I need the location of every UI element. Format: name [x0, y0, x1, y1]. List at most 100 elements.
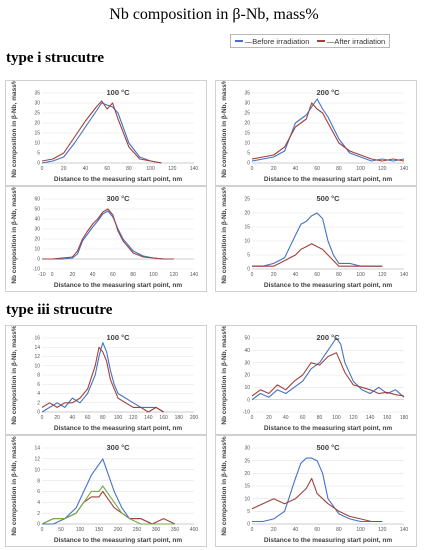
y-axis-title: Nb composition in β-Nb, mass% — [221, 81, 228, 178]
x-tick-label: 80 — [100, 415, 106, 421]
x-tick-label: 60 — [314, 166, 320, 172]
y-tick-label: 20 — [244, 373, 250, 379]
y-tick-label: 10 — [34, 247, 40, 253]
x-tick-label: 100 — [356, 166, 365, 172]
x-tick-label: 0 — [251, 527, 254, 533]
section-title-type-i: type i strucutre — [6, 50, 105, 66]
x-axis-title: Distance to the measuring start point, n… — [264, 425, 392, 432]
y-tick-label: 15 — [244, 225, 250, 231]
y-tick-label: 0 — [37, 522, 40, 528]
y-tick-label: 30 — [244, 360, 250, 366]
series-line-0 — [41, 342, 164, 413]
y-tick-label: -10 — [243, 410, 250, 416]
x-tick-label: 400 — [190, 527, 199, 533]
y-tick-label: 2 — [37, 400, 40, 406]
chart-panel-type-iii-300: 0 2 4 6 8 10 12 14 0 50 100 150 200 250 300 350 400 300 °… — [5, 435, 207, 547]
y-tick-label: 14 — [34, 446, 40, 452]
y-tick-label: 20 — [244, 211, 250, 217]
series-line-1 — [251, 477, 383, 523]
y-tick-label: 20 — [244, 121, 250, 127]
y-axis-title: Nb composition in β-Nb, mass% — [221, 187, 228, 284]
chart-panel-type-iii-100: 0 2 4 6 8 10 12 14 16 0 20 40 60 80 100 120 140 160 180 200… — [5, 325, 207, 435]
x-tick-label: 20 — [70, 272, 76, 278]
x-tick-label: 0 — [51, 272, 54, 278]
chart-svg: 0 2 4 6 8 10 12 14 0 50 100 150 200 250 300 350 400 300 °… — [11, 436, 199, 544]
x-tick-label: 160 — [159, 415, 168, 421]
y-tick-label: 0 — [37, 161, 40, 167]
chart-svg: 0 5 10 15 20 25 30 35 0 20 40 60 80 100 120 140 100 °C Di… — [11, 81, 198, 183]
panel-title: 100 °C — [106, 88, 130, 97]
series-line-1 — [41, 346, 164, 413]
x-tick-label: 180 — [175, 415, 184, 421]
y-tick-label: 16 — [34, 336, 40, 342]
legend-swatch-before — [234, 40, 243, 42]
y-tick-label: 4 — [37, 500, 40, 506]
y-tick-label: 30 — [244, 101, 250, 107]
series-line-1 — [251, 352, 405, 397]
x-tick-label: 140 — [144, 415, 153, 421]
chart-svg: 0 5 10 15 20 25 30 0 20 40 60 80 100 120 140 500 °C Dist… — [221, 436, 409, 544]
x-tick-label: 100 — [149, 272, 158, 278]
y-tick-label: 15 — [244, 131, 250, 137]
x-tick-label: 120 — [129, 415, 138, 421]
x-axis-title: Distance to the measuring start point, n… — [54, 176, 182, 183]
y-tick-label: 0 — [247, 161, 250, 167]
x-tick-label: 20 — [271, 527, 277, 533]
x-tick-label: 100 — [356, 527, 365, 533]
y-tick-label: 0 — [247, 267, 250, 273]
x-tick-label: 200 — [114, 527, 123, 533]
y-tick-label: 25 — [244, 197, 250, 203]
y-axis-title: Nb composition in β-Nb, mass% — [11, 81, 18, 178]
y-tick-label: 12 — [34, 354, 40, 360]
x-tick-label: 120 — [378, 166, 387, 172]
y-tick-label: 8 — [37, 373, 40, 379]
x-tick-label: 140 — [400, 272, 409, 278]
chart-svg: 0 5 10 15 20 25 30 35 0 20 40 60 80 100 120 140 200 °C Di… — [221, 81, 408, 183]
x-tick-label: 100 — [146, 166, 155, 172]
x-tick-label: 0 — [251, 272, 254, 278]
x-tick-label: 60 — [314, 527, 320, 533]
chart-panel-type-iii-200: -10 0 10 20 30 40 50 0 20 40 60 80 100 120 140 160 180 20… — [215, 325, 417, 435]
x-axis-title: Distance to the measuring start point, n… — [54, 537, 182, 544]
x-tick-label: 60 — [85, 415, 91, 421]
x-tick-label: 60 — [300, 415, 306, 421]
x-tick-label: 180 — [400, 415, 409, 421]
panel-title: 500 °C — [316, 194, 340, 203]
y-tick-label: 15 — [244, 484, 250, 490]
chart-legend: —Before irradiation —After irradiation — [230, 34, 390, 48]
y-tick-label: 0 — [247, 397, 250, 403]
y-tick-label: 25 — [244, 111, 250, 117]
x-tick-label: 150 — [95, 527, 104, 533]
legend-item-before: —Before irradiation — [234, 37, 309, 46]
x-tick-label: 160 — [383, 415, 392, 421]
series-line-0 — [42, 210, 174, 260]
y-tick-label: 5 — [247, 509, 250, 515]
y-tick-label: 40 — [34, 217, 40, 223]
x-tick-label: 120 — [170, 272, 179, 278]
x-tick-label: 200 — [190, 415, 199, 421]
y-tick-label: 25 — [34, 111, 40, 117]
panel-title: 500 °C — [316, 443, 340, 452]
y-tick-label: -10 — [33, 267, 40, 273]
series-line-0 — [252, 212, 383, 267]
x-tick-label: 140 — [400, 527, 409, 533]
y-tick-label: 10 — [244, 141, 250, 147]
x-tick-label: 100 — [114, 415, 123, 421]
x-tick-label: 40 — [293, 166, 299, 172]
x-tick-label: 350 — [171, 527, 180, 533]
y-tick-label: 30 — [244, 446, 250, 452]
y-tick-label: 10 — [34, 467, 40, 473]
y-tick-label: 6 — [37, 382, 40, 388]
x-tick-label: 40 — [293, 272, 299, 278]
x-axis-title: Distance to the measuring start point, n… — [264, 176, 392, 183]
x-axis-title: Distance to the measuring start point, n… — [264, 537, 392, 544]
y-axis-title: Nb composition in β-Nb, mass% — [11, 436, 18, 536]
section-title-type-iii: type iii strucutre — [6, 302, 113, 318]
legend-label-after: —After irradiation — [326, 36, 386, 46]
x-tick-label: 100 — [332, 415, 341, 421]
y-tick-label: 6 — [37, 489, 40, 495]
x-tick-label: 60 — [104, 166, 110, 172]
series-line-2 — [41, 485, 175, 525]
